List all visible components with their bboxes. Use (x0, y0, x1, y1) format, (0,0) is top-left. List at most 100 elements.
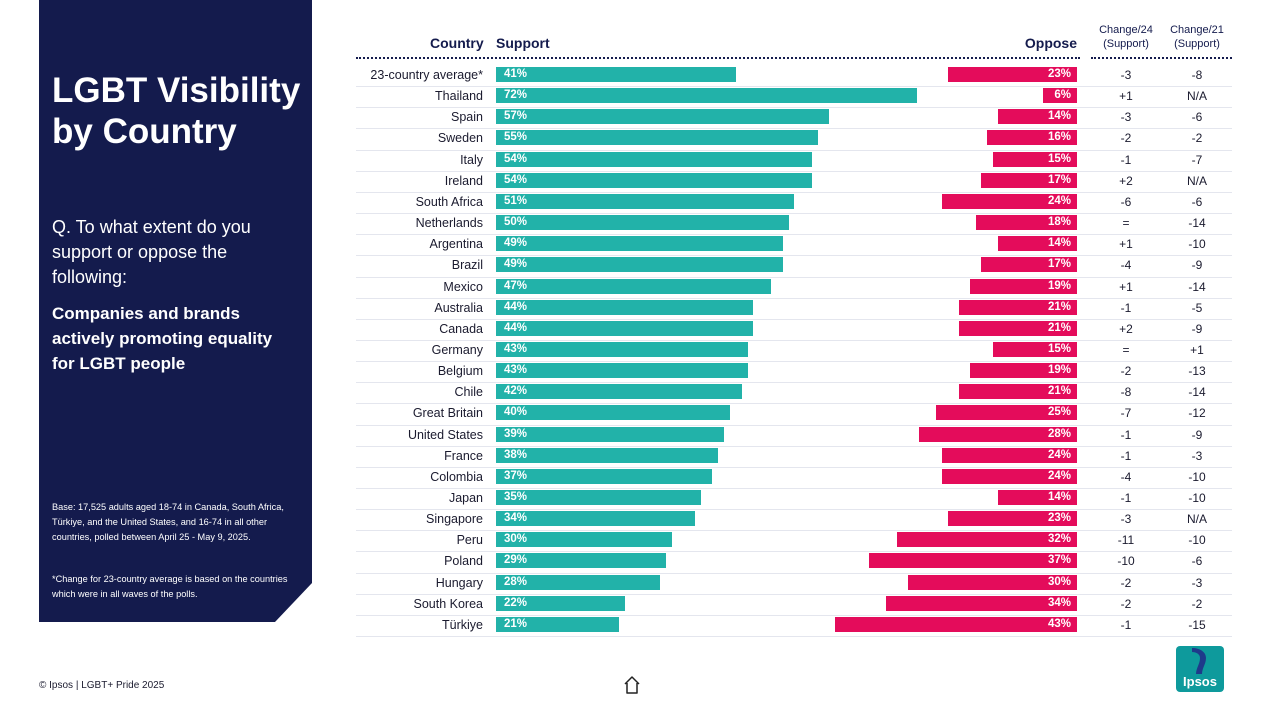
country-label: Singapore (426, 512, 483, 527)
change21-value: -13 (1188, 364, 1206, 379)
change24-value: -3 (1120, 68, 1132, 82)
change21-value: -3 (1191, 575, 1203, 590)
support-value-label: 40% (504, 406, 528, 419)
oppose-bar (986, 130, 1077, 146)
logo-text: Ipsos (1183, 674, 1217, 689)
change24-value: -2 (1120, 131, 1132, 146)
oppose-bar (868, 553, 1077, 569)
country-label: Netherlands (415, 216, 483, 231)
support-value-label: 35% (504, 491, 528, 503)
oppose-bar (998, 490, 1077, 505)
copyright-footer: © Ipsos | LGBT+ Pride 2025 (39, 680, 165, 691)
country-label: 23-country average* (370, 68, 483, 82)
oppose-bar (834, 616, 1077, 632)
oppose-bar (936, 405, 1077, 421)
change24-value: -1 (1120, 152, 1132, 167)
row-separator (356, 424, 1232, 426)
support-bar (496, 511, 695, 527)
change24-value: -1 (1120, 300, 1132, 315)
support-value-label: 54% (504, 152, 528, 165)
row-separator (356, 509, 1232, 511)
oppose-bar (958, 384, 1077, 400)
support-bar (496, 384, 742, 400)
oppose-value-label: 32% (1047, 533, 1071, 546)
country-label: Poland (444, 554, 483, 569)
row-separator (356, 572, 1232, 574)
header-change21: Change/21 (Support) (1170, 24, 1224, 50)
change21-value: N/A (1186, 89, 1207, 104)
oppose-value-label: 28% (1047, 427, 1071, 440)
support-bar (496, 109, 830, 125)
change24-value: -10 (1117, 554, 1135, 569)
oppose-bar (947, 67, 1077, 82)
survey-question: Q. To what extent do you support or oppo… (52, 217, 251, 287)
support-value-label: 41% (504, 68, 528, 80)
oppose-value-label: 21% (1047, 385, 1071, 398)
change21-value: -10 (1188, 469, 1206, 484)
oppose-bar (981, 257, 1077, 273)
oppose-value-label: 25% (1047, 406, 1071, 419)
support-value-label: 54% (504, 173, 528, 186)
oppose-value-label: 16% (1047, 131, 1071, 144)
row-separator (356, 361, 1232, 363)
oppose-value-label: 30% (1047, 575, 1071, 588)
support-bar (496, 574, 660, 590)
change21-value: -6 (1191, 110, 1203, 125)
change24-value: -6 (1120, 194, 1132, 209)
change21-value: -6 (1191, 194, 1203, 209)
support-bar (496, 236, 783, 252)
oppose-bar (970, 363, 1077, 379)
change21-value: -14 (1188, 279, 1206, 294)
support-bar (496, 616, 619, 632)
support-value-label: 49% (504, 237, 528, 250)
row-separator (356, 403, 1232, 405)
change21-value: -3 (1191, 448, 1203, 463)
oppose-value-label: 17% (1047, 258, 1071, 271)
change21-value: N/A (1186, 173, 1207, 188)
change24-value: -11 (1117, 533, 1135, 548)
header-change24: Change/24 (Support) (1099, 24, 1153, 50)
oppose-bar (998, 109, 1077, 125)
page-title: LGBT Visibility by Country (52, 71, 301, 151)
country-label: Thailand (435, 89, 483, 104)
support-bar (496, 426, 725, 442)
oppose-value-label: 15% (1047, 342, 1071, 355)
country-label: Spain (451, 110, 483, 125)
support-value-label: 38% (504, 448, 528, 461)
oppose-bar (975, 215, 1077, 231)
country-label: Sweden (437, 131, 483, 146)
support-bar (496, 363, 748, 379)
row-separator (356, 213, 1232, 215)
row-separator (356, 636, 1232, 638)
oppose-bar (885, 595, 1077, 611)
row-separator (356, 382, 1232, 384)
oppose-value-label: 17% (1047, 173, 1071, 186)
support-value-label: 51% (504, 194, 528, 207)
change-note: *Change for 23-country average is based … (52, 574, 288, 599)
support-bar (496, 320, 754, 336)
support-value-label: 30% (504, 533, 528, 546)
support-value-label: 55% (504, 131, 528, 144)
change24-value: -2 (1120, 364, 1132, 379)
change21-value: -12 (1188, 406, 1206, 421)
oppose-value-label: 37% (1047, 554, 1071, 567)
change21-value: -8 (1191, 68, 1203, 82)
oppose-value-label: 23% (1047, 68, 1071, 80)
country-label: United States (407, 427, 483, 442)
row-separator (356, 86, 1232, 88)
support-value-label: 49% (504, 258, 528, 271)
oppose-value-label: 18% (1047, 216, 1071, 229)
support-bar (496, 468, 713, 484)
home-icon[interactable] (622, 675, 642, 695)
row-separator (356, 128, 1232, 130)
support-value-label: 37% (504, 469, 528, 482)
support-bar (496, 299, 754, 315)
change24-value: -3 (1120, 110, 1132, 125)
row-separator (356, 614, 1232, 616)
oppose-bar (958, 299, 1077, 315)
row-separator (356, 170, 1232, 172)
change21-value: -10 (1188, 237, 1206, 252)
change21-value: -10 (1188, 491, 1206, 505)
support-bar (496, 405, 730, 421)
header-country: Country (430, 35, 484, 51)
